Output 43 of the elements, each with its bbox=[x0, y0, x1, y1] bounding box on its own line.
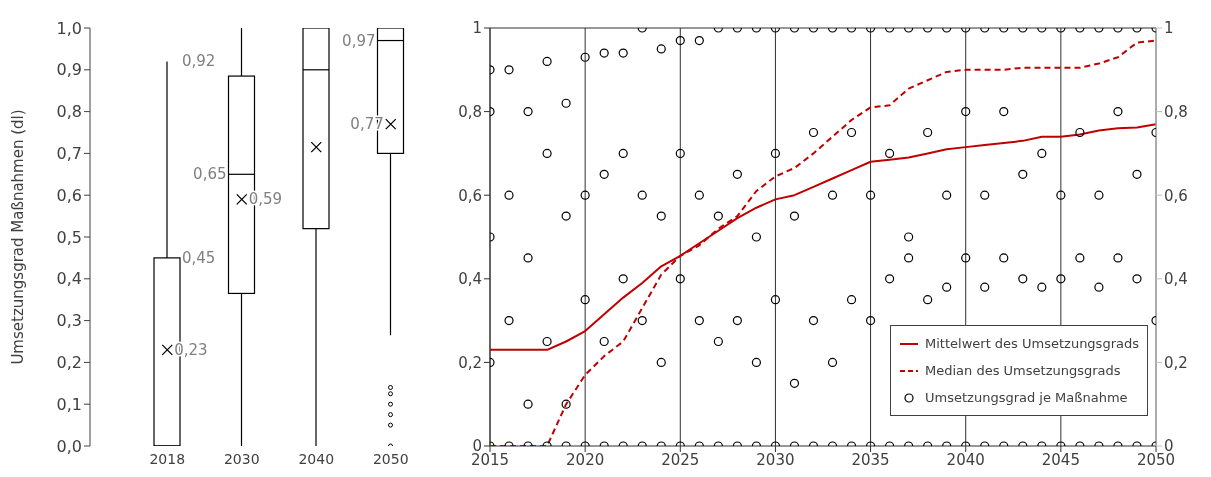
x-tick-label: 2018 bbox=[149, 450, 186, 467]
y-tick-label: 0,0 bbox=[56, 436, 82, 456]
x-tick-label: 2030 bbox=[223, 450, 260, 467]
y-tick-label: 0,4 bbox=[56, 269, 82, 289]
x-tick-label: 2030 bbox=[756, 450, 795, 469]
annotation: 0,97 bbox=[342, 31, 376, 50]
y2-tick-label: 0,4 bbox=[1164, 270, 1188, 289]
y-tick-label: 0,7 bbox=[56, 144, 82, 164]
x-tick-label: 2040 bbox=[946, 450, 985, 469]
y2-tick-label: 0,8 bbox=[1164, 102, 1188, 121]
x-tick-label: 2040 bbox=[298, 450, 335, 467]
legend-label: Median des Umsetzungsgrads bbox=[925, 363, 1121, 378]
point bbox=[161, 344, 173, 356]
x-tick-label: 2025 bbox=[661, 450, 700, 469]
y-tick-label: 0,2 bbox=[56, 353, 82, 373]
y-tick-label: 0,9 bbox=[56, 60, 82, 80]
point bbox=[236, 193, 248, 206]
y2-tick-label: 1 bbox=[1164, 19, 1174, 38]
x-tick-label: 2035 bbox=[851, 450, 890, 469]
annotation: 0,65 bbox=[193, 165, 227, 184]
point bbox=[310, 141, 322, 153]
y-tick-label: 0,2 bbox=[458, 353, 482, 372]
point bbox=[385, 118, 397, 130]
y-tick-label: 0,5 bbox=[56, 227, 82, 247]
y-tick-label: 1 bbox=[472, 19, 482, 38]
y2-tick-label: 0,2 bbox=[1164, 353, 1188, 372]
legend-label: Mittelwert des Umsetzungsgrads bbox=[925, 336, 1139, 351]
x-tick-label: 2045 bbox=[1041, 450, 1080, 469]
y-tick-label: 0,6 bbox=[458, 186, 482, 205]
y-tick-label: 0,3 bbox=[56, 311, 82, 331]
y-tick-label: 0,8 bbox=[458, 102, 482, 121]
y-tick-label: 0,4 bbox=[458, 270, 482, 289]
y-axis-title: Umsetzungsgrad Maßnahmen (dl) bbox=[9, 109, 28, 365]
y-tick-label: 1,0 bbox=[56, 18, 82, 38]
x-tick-label: 2020 bbox=[566, 450, 605, 469]
y-tick-label: 0,6 bbox=[56, 185, 82, 205]
y-tick-label: 0,8 bbox=[56, 102, 82, 122]
y-tick-label: 0,1 bbox=[56, 394, 82, 414]
annotation: 0,45 bbox=[182, 248, 216, 267]
annotation: 0,92 bbox=[182, 52, 216, 71]
legend-label: Umsetzungsgrad je Maßnahme bbox=[925, 390, 1128, 405]
x-tick-label: 2050 bbox=[372, 450, 409, 467]
y2-tick-label: 0,6 bbox=[1164, 186, 1188, 205]
